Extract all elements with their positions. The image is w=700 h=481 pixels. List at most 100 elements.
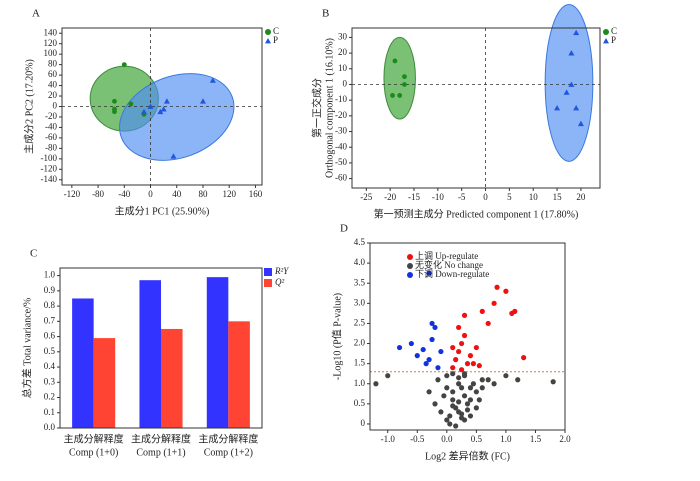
legend-marker <box>265 29 271 35</box>
point <box>112 109 117 115</box>
confidence-ellipse <box>119 73 235 161</box>
legend-label: 下调 Down-regulate <box>415 269 489 279</box>
y-tick-label: 20 <box>338 47 348 57</box>
point <box>473 405 479 411</box>
point <box>503 288 509 294</box>
y-tick-label: 30 <box>338 31 348 41</box>
y-axis-label: -Log10 (P值 P-value) <box>330 293 343 380</box>
plot-frame <box>351 27 601 189</box>
point <box>458 340 465 347</box>
y-tick-label: -100 <box>41 153 58 163</box>
point <box>396 344 403 351</box>
panel-D: D 0 0.5 1.0 1.5 2.0 2.5 3.0 3.5 4.0 4.5 -1.0 -0.5 0.0… <box>330 223 571 463</box>
x-tick-label: 80 <box>198 189 208 199</box>
point <box>438 409 444 415</box>
point <box>458 385 465 391</box>
point <box>163 98 170 104</box>
panel-label: D <box>340 223 348 235</box>
y-tick-label: 0 <box>343 79 348 89</box>
y-tick-label: 1.0 <box>44 270 56 280</box>
point <box>423 361 429 367</box>
point <box>456 381 462 387</box>
point <box>435 377 441 383</box>
point <box>476 363 482 369</box>
y-axis-label: 第一正交成分 <box>310 78 323 138</box>
point <box>444 417 450 423</box>
x-tick-label: -80 <box>92 189 104 199</box>
y-tick-label: -120 <box>41 163 58 173</box>
confidence-ellipse <box>383 36 416 120</box>
point <box>521 355 527 361</box>
point <box>467 413 474 419</box>
plot-frame <box>59 267 263 429</box>
bar <box>72 298 94 428</box>
point <box>494 284 500 290</box>
point <box>432 324 438 331</box>
point <box>157 108 164 115</box>
y-tick-label: 4.0 <box>354 257 366 267</box>
y-tick-label: 2.5 <box>354 317 366 327</box>
y-axis-label: Orthogonal component 1 (16.10%) <box>324 38 335 178</box>
point <box>577 120 584 127</box>
bar <box>206 277 229 428</box>
x-tick-label: 20 <box>576 192 586 202</box>
y-tick-label: 120 <box>44 38 58 48</box>
x-tick-label: Comp (1+1) <box>136 447 185 458</box>
panel-C: C 0.0 0.1 0.2 0.3 0.4 0.5 0.6 0.7 0.8 0.9 1.0 主成分解释度… <box>20 248 289 459</box>
point <box>467 385 474 391</box>
x-tick-label: -25 <box>360 192 372 202</box>
point <box>453 423 459 429</box>
point <box>479 308 485 314</box>
point <box>435 365 441 371</box>
point <box>563 89 570 95</box>
point <box>408 340 414 347</box>
x-tick-label: -120 <box>64 189 81 199</box>
point <box>441 393 447 399</box>
y-tick-label: -20 <box>45 111 57 121</box>
point <box>461 371 468 377</box>
point <box>470 361 477 367</box>
point <box>568 81 575 87</box>
point <box>485 320 491 327</box>
point <box>426 389 432 395</box>
point <box>464 361 471 367</box>
panel-label: C <box>30 248 37 260</box>
point <box>470 381 477 387</box>
point <box>373 381 379 387</box>
point <box>426 270 432 276</box>
legend-label: P <box>273 35 278 45</box>
y-tick-label: 0.4 <box>44 361 56 371</box>
y-tick-label: 0.8 <box>44 300 56 310</box>
x-tick-label: 120 <box>222 189 236 199</box>
x-tick-label: -0.5 <box>410 434 425 444</box>
x-tick-label: 0.5 <box>471 434 483 444</box>
y-tick-label: 10 <box>338 63 348 73</box>
point <box>458 367 465 373</box>
point <box>447 413 453 419</box>
point <box>414 353 420 359</box>
y-tick-label: 0.2 <box>44 392 55 402</box>
point <box>450 403 456 409</box>
y-tick-label: 0 <box>361 418 366 428</box>
y-tick-label: 3.5 <box>354 277 366 287</box>
legend-marker <box>265 38 271 44</box>
x-axis-label: 主成分1 PC1 (25.90%) <box>115 205 210 217</box>
y-tick-label: -60 <box>335 173 347 183</box>
x-tick-label: 2.0 <box>559 434 571 444</box>
point <box>467 397 474 403</box>
point <box>199 98 206 104</box>
x-tick-label: Comp (1+0) <box>69 447 118 458</box>
y-tick-label: 1.0 <box>354 378 366 388</box>
y-tick-label: 0.0 <box>44 422 56 432</box>
y-tick-label: -40 <box>45 121 57 131</box>
x-tick-label: Comp (1+2) <box>204 447 253 458</box>
point <box>420 346 426 353</box>
point <box>385 373 391 379</box>
plot-frame <box>61 27 263 186</box>
point <box>160 106 167 112</box>
legend-marker <box>264 279 272 287</box>
point <box>573 105 580 111</box>
legend-label: 上调 Up-regulate <box>415 251 478 261</box>
y-tick-label: 40 <box>48 80 58 90</box>
